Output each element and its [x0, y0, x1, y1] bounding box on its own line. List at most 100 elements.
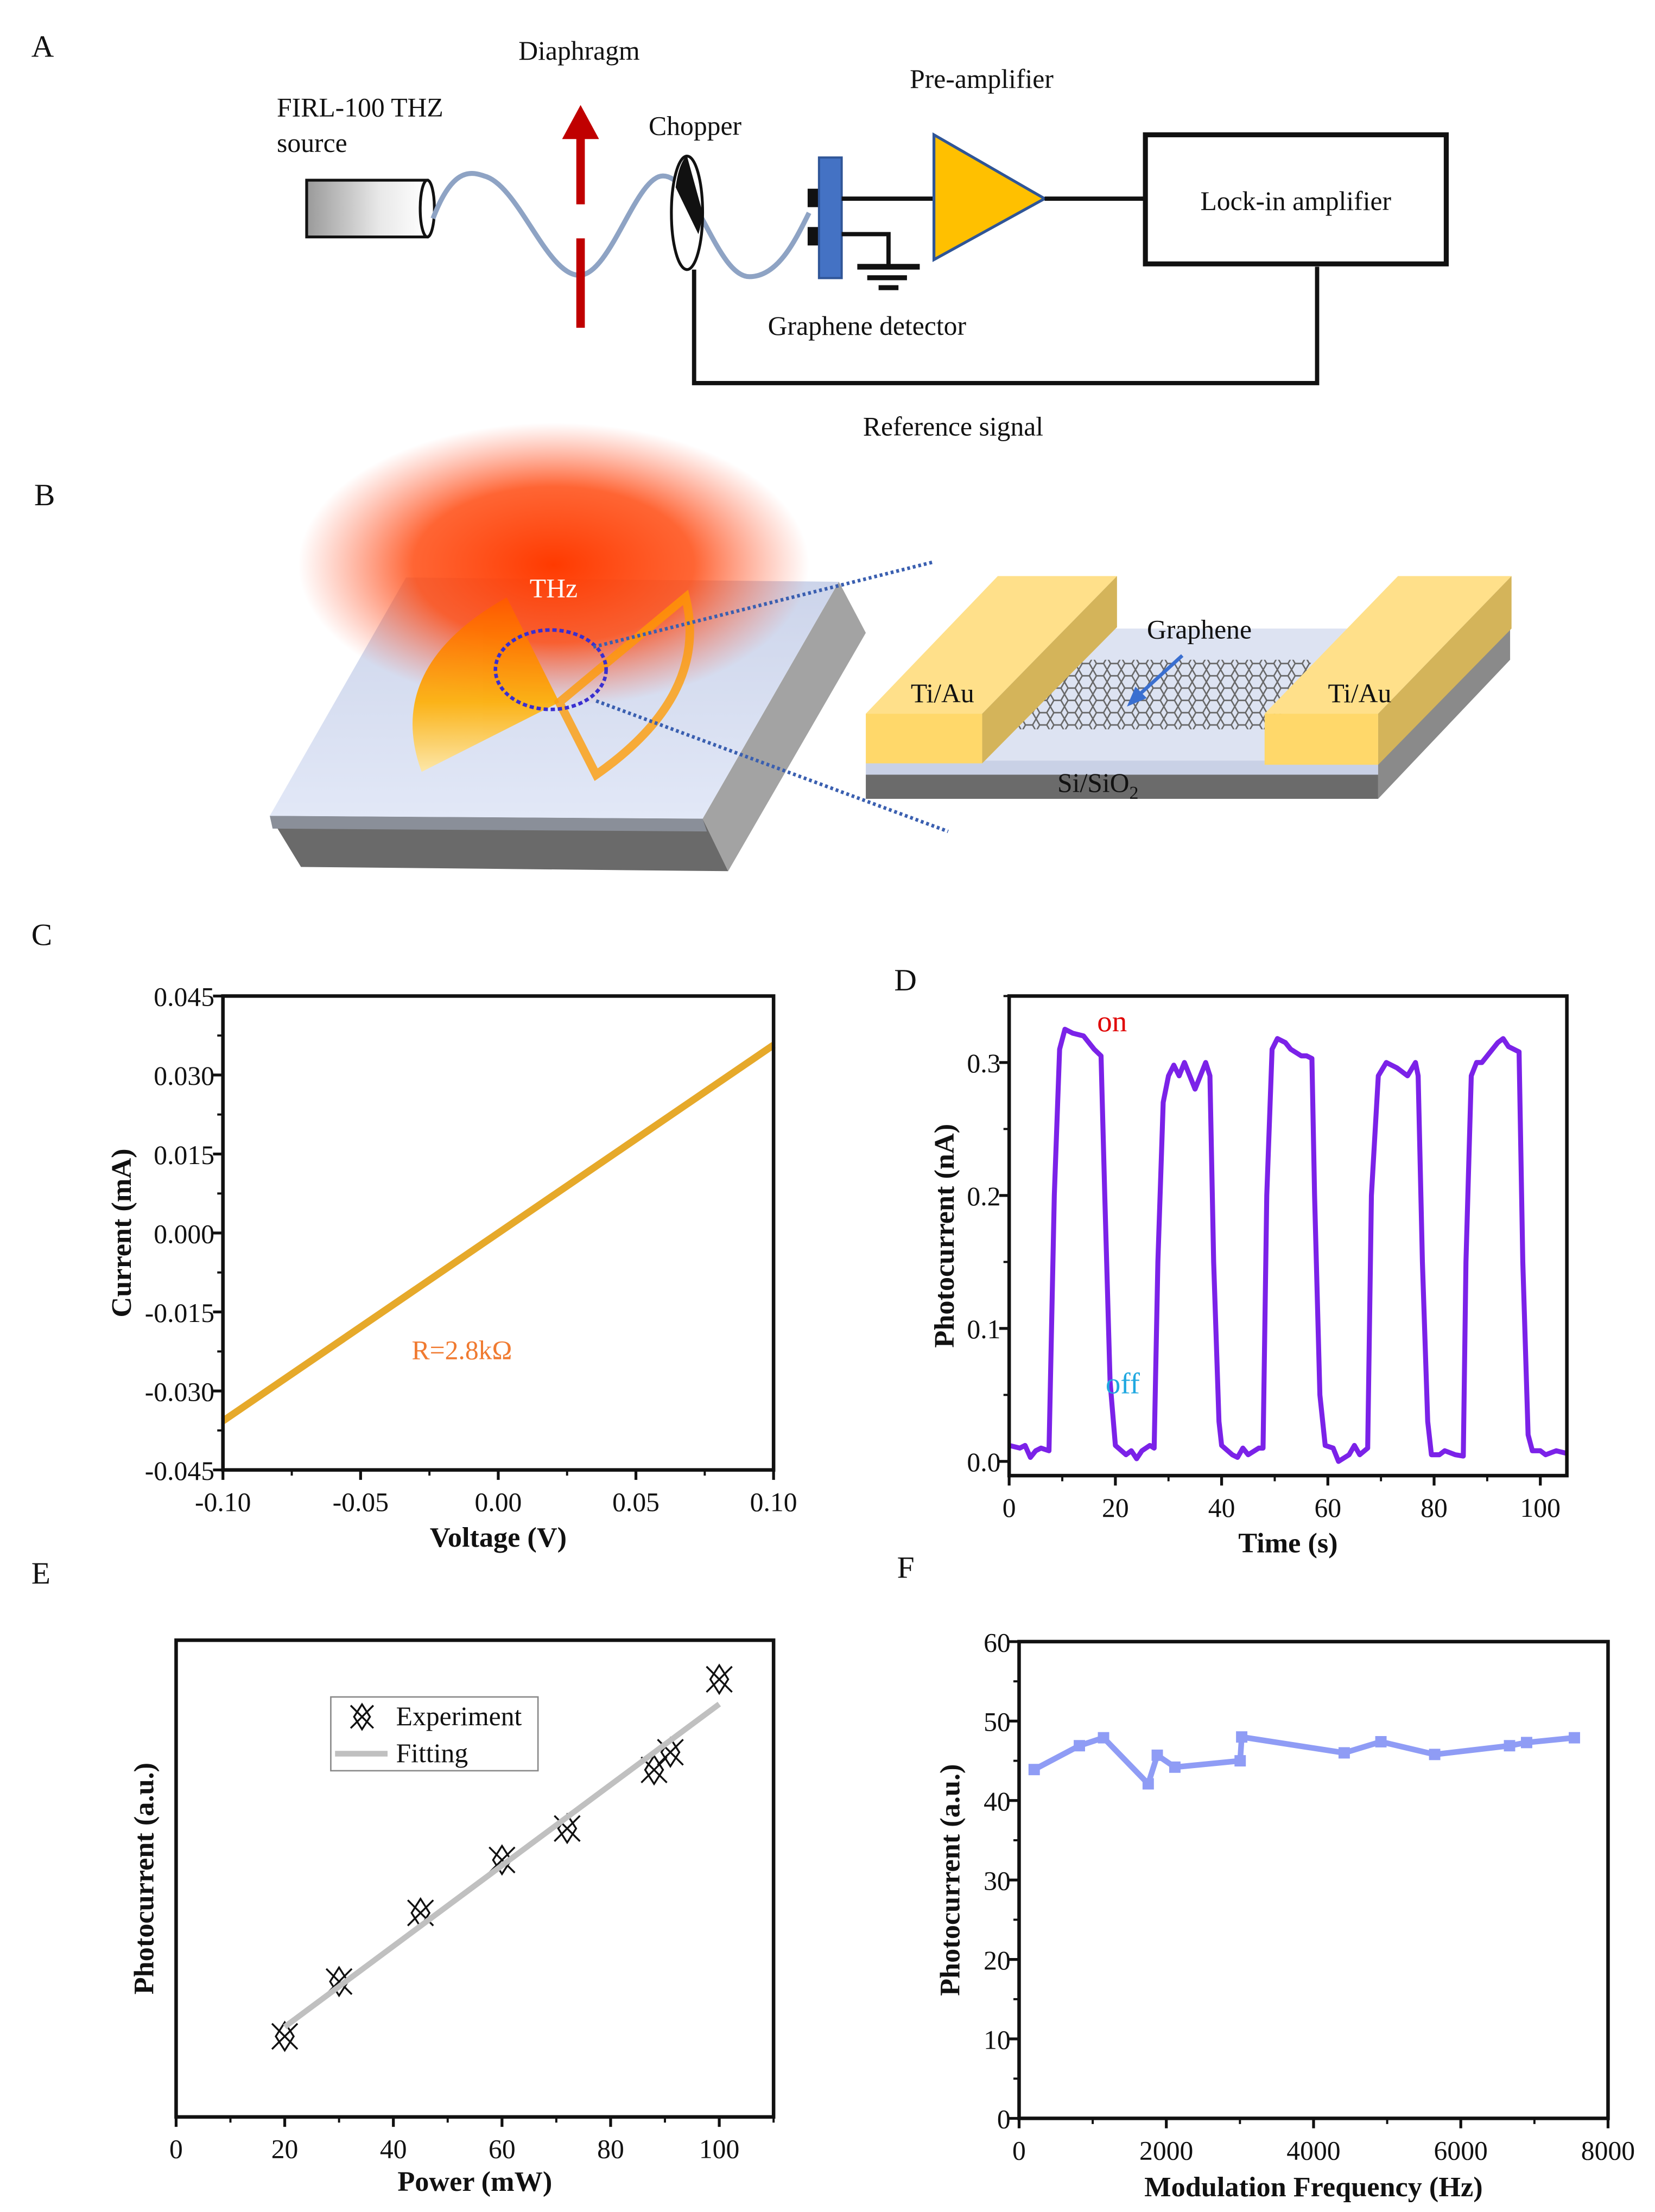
on-annotation: on — [1097, 1005, 1127, 1038]
resistance-annotation: R=2.8kΩ — [411, 1336, 512, 1365]
chart-f-frequency-response: 0 2000 4000 6000 8000 0 10 20 30 40 50 60 Modulation… — [935, 1628, 1635, 2203]
x-tick-label: 60 — [1314, 1493, 1341, 1523]
plot-frame — [1007, 994, 1569, 1478]
y-tick-label: -0.015 — [145, 1298, 214, 1328]
x-tick-label: 100 — [699, 2134, 739, 2164]
data-point — [1429, 1749, 1441, 1760]
y-tick-label: 20 — [984, 1946, 1011, 1975]
x-axis-label: Modulation Frequency (Hz) — [1144, 2171, 1482, 2203]
x-tick-label: 0 — [1003, 1493, 1016, 1523]
electrode-left-label: Ti/Au — [911, 678, 974, 708]
substrate-label: Si/SiO2 — [1057, 768, 1138, 803]
lockin-label: Lock-in amplifier — [1200, 186, 1391, 216]
y-tick-label: 0.030 — [154, 1061, 214, 1091]
y-tick-label: -0.045 — [145, 1456, 214, 1486]
y-tick-label: 10 — [984, 2025, 1011, 2055]
plot-area — [1028, 1731, 1580, 1790]
data-point — [1569, 1732, 1580, 1744]
x-tick-label: 80 — [597, 2134, 624, 2164]
zoom-region-circle — [493, 628, 608, 711]
off-annotation: off — [1106, 1366, 1140, 1400]
legend-experiment-marker — [350, 1702, 375, 1731]
chart-c-iv-curve: -0.10 -0.05 0.00 0.05 0.10 0.045 0.030 0.015 0.0… — [106, 982, 797, 1553]
x-tick-label: 0 — [169, 2134, 183, 2164]
diaphragm-arrow-icon — [562, 105, 599, 328]
y-axis-label: Current (mA) — [106, 1148, 137, 1317]
plot-frame — [1017, 1639, 1610, 2120]
legend-experiment-label: Experiment — [396, 1701, 522, 1731]
data-point — [1375, 1736, 1387, 1747]
y-tick-label: 0 — [997, 2105, 1011, 2134]
panel-label-e: E — [31, 1556, 50, 1591]
plot-area — [221, 1042, 776, 1424]
data-point — [1234, 1755, 1246, 1767]
graphene-detector-icon — [807, 156, 843, 279]
series-line-photocurrent — [1009, 1027, 1568, 1464]
plot-frame — [221, 994, 776, 1472]
electrode-right — [1264, 576, 1512, 765]
x-tick-label: 8000 — [1581, 2135, 1635, 2165]
ground-icon — [857, 264, 920, 290]
graphene-label: Graphene — [1147, 615, 1252, 645]
preamplifier-label: Pre-amplifier — [910, 64, 1054, 94]
x-tick-label: -0.10 — [195, 1487, 251, 1517]
series-line-fitting — [283, 1701, 721, 2029]
data-point — [1028, 1764, 1040, 1776]
preamplifier-icon — [932, 132, 1048, 262]
x-tick-label: -0.05 — [333, 1487, 389, 1517]
panel-label-d: D — [894, 963, 917, 997]
panel-label-a: A — [31, 30, 54, 64]
x-tick-label: 40 — [1208, 1493, 1235, 1523]
y-tick-label: 0.0 — [967, 1447, 1000, 1477]
data-point — [1098, 1732, 1109, 1744]
plot-area — [1009, 1027, 1568, 1464]
data-point — [1169, 1761, 1181, 1773]
thz-label: THz — [530, 574, 578, 603]
y-tick-label: 0.000 — [154, 1219, 214, 1249]
data-point — [1074, 1740, 1085, 1752]
data-point — [1236, 1731, 1248, 1743]
thz-beam — [298, 423, 809, 707]
panel-b-device-diagram: B THz — [34, 423, 1512, 872]
y-tick-label: 0.3 — [967, 1048, 1000, 1078]
x-tick-label: 0 — [1012, 2135, 1026, 2165]
x-tick-label: 0.00 — [474, 1487, 522, 1517]
device-closeup — [866, 576, 1512, 799]
panel-label-f: F — [897, 1550, 915, 1585]
y-tick-label: 50 — [984, 1707, 1011, 1737]
y-tick-label: 0.1 — [967, 1314, 1000, 1344]
x-tick-label: 20 — [271, 2134, 299, 2164]
x-tick-label: 6000 — [1434, 2135, 1488, 2165]
y-tick-label: 0.015 — [154, 1140, 214, 1170]
legend-x-marker-icon — [350, 1702, 375, 1731]
diaphragm-label: Diaphragm — [518, 36, 639, 66]
chopper-icon — [670, 154, 705, 271]
reference-signal-line — [692, 266, 1320, 385]
graphene-sheet — [993, 659, 1313, 729]
plot-frame — [174, 1638, 776, 2119]
reference-label: Reference signal — [863, 412, 1043, 442]
data-point — [1142, 1778, 1154, 1790]
x-tick-label: 100 — [1520, 1493, 1560, 1523]
source-label-2: source — [277, 128, 347, 158]
data-point — [1151, 1749, 1163, 1761]
x-tick-label: 80 — [1421, 1493, 1448, 1523]
lockin-amplifier-box — [1143, 132, 1449, 266]
data-point — [1504, 1740, 1516, 1752]
source-label-1: FIRL-100 THZ — [277, 92, 443, 122]
experiment-point — [706, 1663, 733, 1695]
panel-label-b: B — [34, 478, 55, 512]
x-tick-label: 60 — [489, 2134, 516, 2164]
x-tick-label: 4000 — [1286, 2135, 1340, 2165]
y-tick-label: 0.045 — [154, 982, 214, 1012]
plot-area — [271, 1663, 733, 2052]
thz-source-icon — [305, 179, 436, 239]
data-point — [1521, 1737, 1532, 1749]
experiment-point — [271, 2020, 299, 2052]
y-tick-label: 40 — [984, 1787, 1011, 1816]
y-axis-label: Photocurrent (a.u.) — [129, 1763, 160, 1994]
graphene-arrow-icon — [1127, 654, 1184, 707]
electrode-left — [866, 576, 1117, 764]
x-tick-label: 0.05 — [612, 1487, 660, 1517]
x-tick-label: 0.10 — [750, 1487, 797, 1517]
